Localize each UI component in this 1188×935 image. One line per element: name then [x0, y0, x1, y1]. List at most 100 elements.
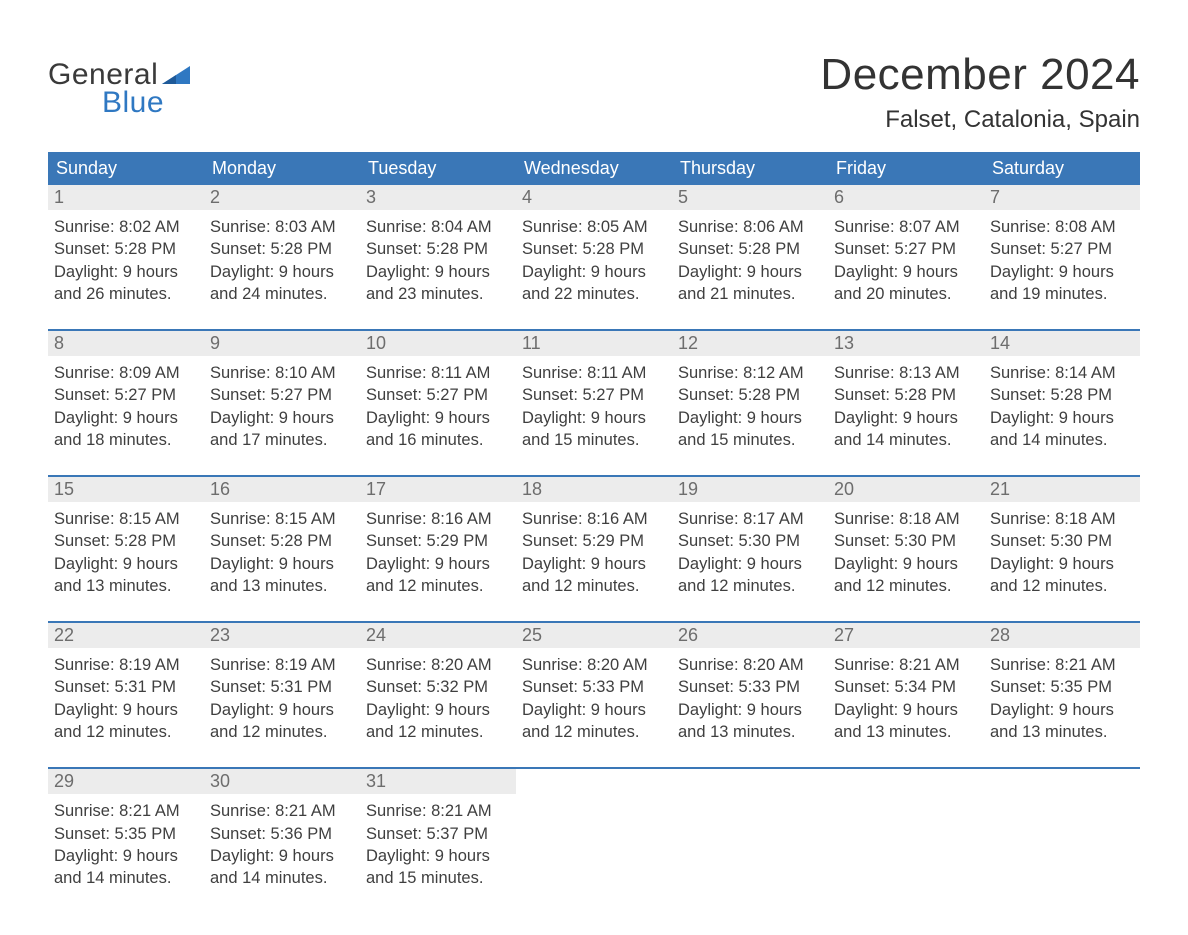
- sunset-line: Sunset: 5:31 PM: [54, 676, 198, 698]
- sunset-line: Sunset: 5:28 PM: [366, 238, 510, 260]
- day-number-cell: 25: [516, 623, 672, 648]
- sunrise-line: Sunrise: 8:06 AM: [678, 216, 822, 238]
- day-number-cell: 31: [360, 769, 516, 794]
- sunset-line: Sunset: 5:28 PM: [522, 238, 666, 260]
- weekday-header: Saturday: [984, 152, 1140, 185]
- sunrise-line: Sunrise: 8:10 AM: [210, 362, 354, 384]
- daylight-line: Daylight: 9 hours and 12 minutes.: [522, 699, 666, 744]
- sunrise-line: Sunrise: 8:11 AM: [366, 362, 510, 384]
- sunset-line: Sunset: 5:29 PM: [366, 530, 510, 552]
- day-detail-cell: Sunrise: 8:14 AMSunset: 5:28 PMDaylight:…: [984, 356, 1140, 475]
- sunset-line: Sunset: 5:35 PM: [990, 676, 1134, 698]
- weekday-header: Sunday: [48, 152, 204, 185]
- sunrise-line: Sunrise: 8:19 AM: [210, 654, 354, 676]
- day-number-cell: 20: [828, 477, 984, 502]
- sunrise-line: Sunrise: 8:12 AM: [678, 362, 822, 384]
- daylight-line: Daylight: 9 hours and 24 minutes.: [210, 261, 354, 306]
- day-number-cell: [672, 769, 828, 794]
- day-number-cell: 23: [204, 623, 360, 648]
- day-detail-cell: Sunrise: 8:15 AMSunset: 5:28 PMDaylight:…: [48, 502, 204, 621]
- sunrise-line: Sunrise: 8:13 AM: [834, 362, 978, 384]
- header: General Blue December 2024 Falset, Catal…: [48, 50, 1140, 134]
- sunset-line: Sunset: 5:33 PM: [678, 676, 822, 698]
- day-detail-cell: Sunrise: 8:08 AMSunset: 5:27 PMDaylight:…: [984, 210, 1140, 329]
- day-number-row: 15161718192021: [48, 477, 1140, 502]
- day-detail-cell: Sunrise: 8:10 AMSunset: 5:27 PMDaylight:…: [204, 356, 360, 475]
- day-detail-cell: Sunrise: 8:13 AMSunset: 5:28 PMDaylight:…: [828, 356, 984, 475]
- daylight-line: Daylight: 9 hours and 12 minutes.: [990, 553, 1134, 598]
- day-detail-row: Sunrise: 8:21 AMSunset: 5:35 PMDaylight:…: [48, 794, 1140, 895]
- sunset-line: Sunset: 5:32 PM: [366, 676, 510, 698]
- day-detail-cell: Sunrise: 8:03 AMSunset: 5:28 PMDaylight:…: [204, 210, 360, 329]
- day-detail-cell: [672, 794, 828, 895]
- day-number-cell: 28: [984, 623, 1140, 648]
- day-number-cell: 4: [516, 185, 672, 210]
- calendar-header-row: SundayMondayTuesdayWednesdayThursdayFrid…: [48, 152, 1140, 185]
- sunrise-line: Sunrise: 8:16 AM: [366, 508, 510, 530]
- day-number-cell: 10: [360, 331, 516, 356]
- day-detail-cell: Sunrise: 8:11 AMSunset: 5:27 PMDaylight:…: [360, 356, 516, 475]
- day-number-cell: 3: [360, 185, 516, 210]
- day-detail-cell: Sunrise: 8:18 AMSunset: 5:30 PMDaylight:…: [828, 502, 984, 621]
- day-number-cell: 29: [48, 769, 204, 794]
- day-detail-row: Sunrise: 8:02 AMSunset: 5:28 PMDaylight:…: [48, 210, 1140, 329]
- day-detail-row: Sunrise: 8:19 AMSunset: 5:31 PMDaylight:…: [48, 648, 1140, 767]
- location: Falset, Catalonia, Spain: [820, 106, 1140, 134]
- day-detail-cell: Sunrise: 8:21 AMSunset: 5:36 PMDaylight:…: [204, 794, 360, 895]
- daylight-line: Daylight: 9 hours and 13 minutes.: [834, 699, 978, 744]
- day-detail-cell: Sunrise: 8:20 AMSunset: 5:33 PMDaylight:…: [516, 648, 672, 767]
- sunrise-line: Sunrise: 8:03 AM: [210, 216, 354, 238]
- day-number-cell: 18: [516, 477, 672, 502]
- day-detail-cell: Sunrise: 8:16 AMSunset: 5:29 PMDaylight:…: [360, 502, 516, 621]
- day-number-cell: 7: [984, 185, 1140, 210]
- day-detail-cell: Sunrise: 8:21 AMSunset: 5:35 PMDaylight:…: [984, 648, 1140, 767]
- sunset-line: Sunset: 5:29 PM: [522, 530, 666, 552]
- day-detail-cell: Sunrise: 8:20 AMSunset: 5:32 PMDaylight:…: [360, 648, 516, 767]
- daylight-line: Daylight: 9 hours and 12 minutes.: [210, 699, 354, 744]
- sunset-line: Sunset: 5:28 PM: [210, 530, 354, 552]
- sunrise-line: Sunrise: 8:20 AM: [678, 654, 822, 676]
- daylight-line: Daylight: 9 hours and 23 minutes.: [366, 261, 510, 306]
- calendar-page: General Blue December 2024 Falset, Catal…: [0, 0, 1188, 935]
- sunrise-line: Sunrise: 8:20 AM: [522, 654, 666, 676]
- daylight-line: Daylight: 9 hours and 15 minutes.: [366, 845, 510, 890]
- day-detail-cell: Sunrise: 8:02 AMSunset: 5:28 PMDaylight:…: [48, 210, 204, 329]
- sunset-line: Sunset: 5:28 PM: [834, 384, 978, 406]
- daylight-line: Daylight: 9 hours and 13 minutes.: [54, 553, 198, 598]
- day-detail-cell: Sunrise: 8:09 AMSunset: 5:27 PMDaylight:…: [48, 356, 204, 475]
- sunrise-line: Sunrise: 8:21 AM: [366, 800, 510, 822]
- daylight-line: Daylight: 9 hours and 26 minutes.: [54, 261, 198, 306]
- sunrise-line: Sunrise: 8:02 AM: [54, 216, 198, 238]
- daylight-line: Daylight: 9 hours and 12 minutes.: [54, 699, 198, 744]
- sunrise-line: Sunrise: 8:14 AM: [990, 362, 1134, 384]
- day-detail-cell: Sunrise: 8:19 AMSunset: 5:31 PMDaylight:…: [48, 648, 204, 767]
- daylight-line: Daylight: 9 hours and 17 minutes.: [210, 407, 354, 452]
- weekday-header: Wednesday: [516, 152, 672, 185]
- sunset-line: Sunset: 5:27 PM: [210, 384, 354, 406]
- sunset-line: Sunset: 5:37 PM: [366, 823, 510, 845]
- daylight-line: Daylight: 9 hours and 12 minutes.: [522, 553, 666, 598]
- sunset-line: Sunset: 5:27 PM: [522, 384, 666, 406]
- sunrise-line: Sunrise: 8:07 AM: [834, 216, 978, 238]
- day-detail-cell: Sunrise: 8:06 AMSunset: 5:28 PMDaylight:…: [672, 210, 828, 329]
- weekday-header: Tuesday: [360, 152, 516, 185]
- day-detail-cell: Sunrise: 8:15 AMSunset: 5:28 PMDaylight:…: [204, 502, 360, 621]
- sunrise-line: Sunrise: 8:21 AM: [210, 800, 354, 822]
- day-detail-cell: Sunrise: 8:04 AMSunset: 5:28 PMDaylight:…: [360, 210, 516, 329]
- sunset-line: Sunset: 5:28 PM: [990, 384, 1134, 406]
- daylight-line: Daylight: 9 hours and 20 minutes.: [834, 261, 978, 306]
- day-detail-row: Sunrise: 8:09 AMSunset: 5:27 PMDaylight:…: [48, 356, 1140, 475]
- month-title: December 2024: [820, 50, 1140, 100]
- sunset-line: Sunset: 5:34 PM: [834, 676, 978, 698]
- day-number-cell: 27: [828, 623, 984, 648]
- day-number-cell: 12: [672, 331, 828, 356]
- day-number-cell: 21: [984, 477, 1140, 502]
- daylight-line: Daylight: 9 hours and 14 minutes.: [990, 407, 1134, 452]
- day-number-row: 891011121314: [48, 331, 1140, 356]
- sunrise-line: Sunrise: 8:08 AM: [990, 216, 1134, 238]
- sunset-line: Sunset: 5:33 PM: [522, 676, 666, 698]
- day-number-cell: 19: [672, 477, 828, 502]
- sunrise-line: Sunrise: 8:11 AM: [522, 362, 666, 384]
- day-detail-cell: [984, 794, 1140, 895]
- sunset-line: Sunset: 5:30 PM: [678, 530, 822, 552]
